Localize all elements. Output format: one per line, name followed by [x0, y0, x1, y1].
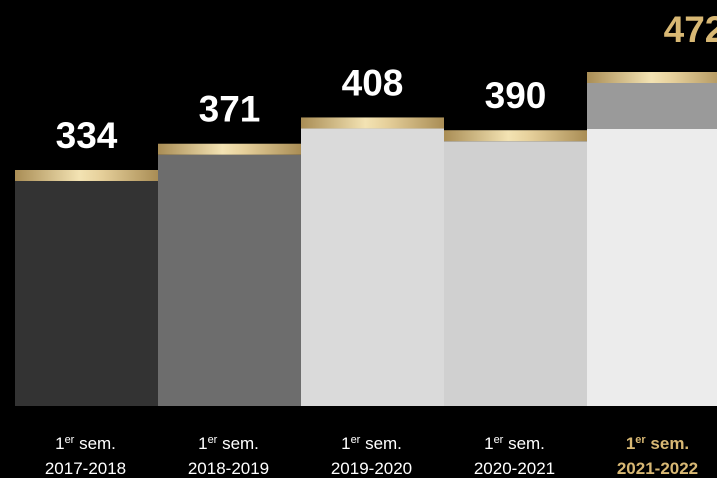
bar-0: [15, 181, 158, 406]
category-label-4-line1: 1er sem.: [626, 434, 689, 453]
bar-4-gold-cap: [587, 72, 717, 83]
category-label-0-line2: 2017-2018: [45, 459, 126, 478]
bar-1-gold-cap: [158, 143, 301, 155]
value-label-3: 390: [485, 75, 547, 116]
value-label-2: 408: [342, 62, 404, 103]
bar-3: [444, 141, 587, 407]
category-label-3-line2: 2020-2021: [474, 459, 555, 478]
bar-4-upper: [587, 83, 717, 129]
bar-3-gold-cap: [444, 130, 587, 142]
category-label-1-line2: 2018-2019: [188, 459, 269, 478]
value-label-0: 334: [56, 115, 118, 156]
value-label-4: 472: [664, 9, 717, 50]
bar-2-gold-cap: [301, 117, 444, 129]
category-label-2-line2: 2019-2020: [331, 459, 412, 478]
category-labels-layer: 1er sem. 2017-2018 1er sem. 2018-2019 1er se…: [45, 434, 698, 478]
category-label-4-line2: 2021-2022: [617, 459, 698, 478]
bar-4: [587, 129, 717, 406]
bar-1: [158, 154, 301, 406]
value-label-1: 371: [199, 89, 261, 130]
category-label-3-line1: 1er sem.: [484, 434, 545, 453]
value-labels-layer: 334 371 408 390 472: [56, 9, 717, 156]
category-label-0-line1: 1er sem.: [55, 434, 116, 453]
category-label-1-line1: 1er sem.: [198, 434, 259, 453]
bar-0-gold-cap: [15, 170, 158, 181]
bars-layer: [15, 72, 717, 407]
category-label-2-line1: 1er sem.: [341, 434, 402, 453]
bar-2: [301, 128, 444, 406]
